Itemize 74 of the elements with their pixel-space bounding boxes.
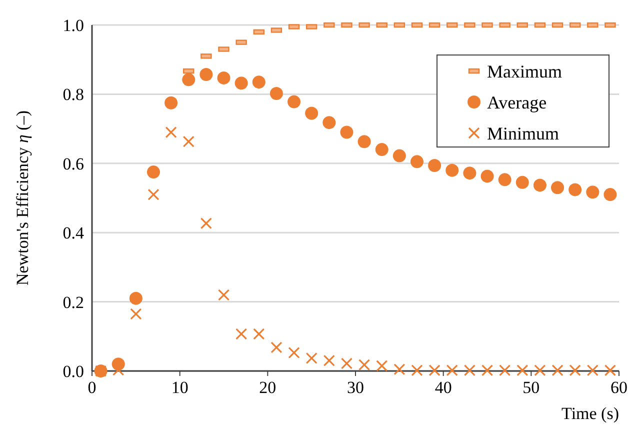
point [236,328,248,340]
point [358,358,370,371]
legend-label: Maximum [487,61,562,82]
point [481,364,494,376]
x-axis-title: Time (s) [562,404,619,423]
point [130,308,142,320]
y-tick-label: 1.0 [62,16,84,35]
point [480,170,494,183]
point [252,76,266,89]
point [463,166,476,180]
point [323,354,335,366]
point [604,364,616,376]
point [569,364,581,376]
y-tick-label: 0.6 [62,154,84,174]
point [516,364,528,376]
point [446,164,459,177]
point [340,358,353,370]
point [217,71,230,84]
point [375,143,388,156]
legend-label: Minimum [487,123,560,144]
point [498,173,512,186]
y-tick-label: 0.8 [62,85,84,104]
point [288,346,300,358]
point [340,126,354,139]
x-tick-label: 40 [434,378,452,397]
point [428,364,440,376]
point [376,360,388,372]
point [322,116,336,130]
y-tick-label: 0.0 [62,362,84,381]
point [394,363,406,376]
point [410,155,424,168]
point [182,73,196,86]
x-tick-label: 10 [171,378,188,397]
y-tick-label: 0.4 [62,224,84,243]
point [200,68,213,81]
point [464,364,476,376]
point [164,96,178,110]
point [516,176,529,189]
y-tick-label: 0.2 [62,292,84,312]
point [552,364,564,376]
point [146,166,160,179]
point [305,106,318,120]
x-tick-label: 50 [522,378,540,397]
point [586,186,600,199]
point [534,364,546,376]
point [499,364,511,376]
point [129,292,142,305]
point [270,342,282,354]
point [568,183,582,196]
x-tick-label: 60 [610,378,628,397]
point [358,135,371,148]
point [586,364,598,376]
point [148,188,160,200]
point [165,126,177,138]
point [200,217,212,230]
point [392,149,406,162]
y-axis-title: Newton's Efficiency η (–) [13,110,32,286]
point [446,364,458,376]
point [270,87,283,100]
point [533,178,546,192]
x-tick-label: 30 [347,378,364,397]
point [428,158,442,172]
point [288,95,301,108]
point [234,76,248,90]
point [253,328,265,340]
legend-label: Average [487,92,547,112]
point [218,289,230,301]
point [306,352,318,364]
point [551,181,564,194]
x-tick-label: 20 [259,378,276,397]
point [411,364,423,376]
point [604,188,617,202]
x-tick-label: 0 [88,378,96,397]
point [182,136,194,148]
